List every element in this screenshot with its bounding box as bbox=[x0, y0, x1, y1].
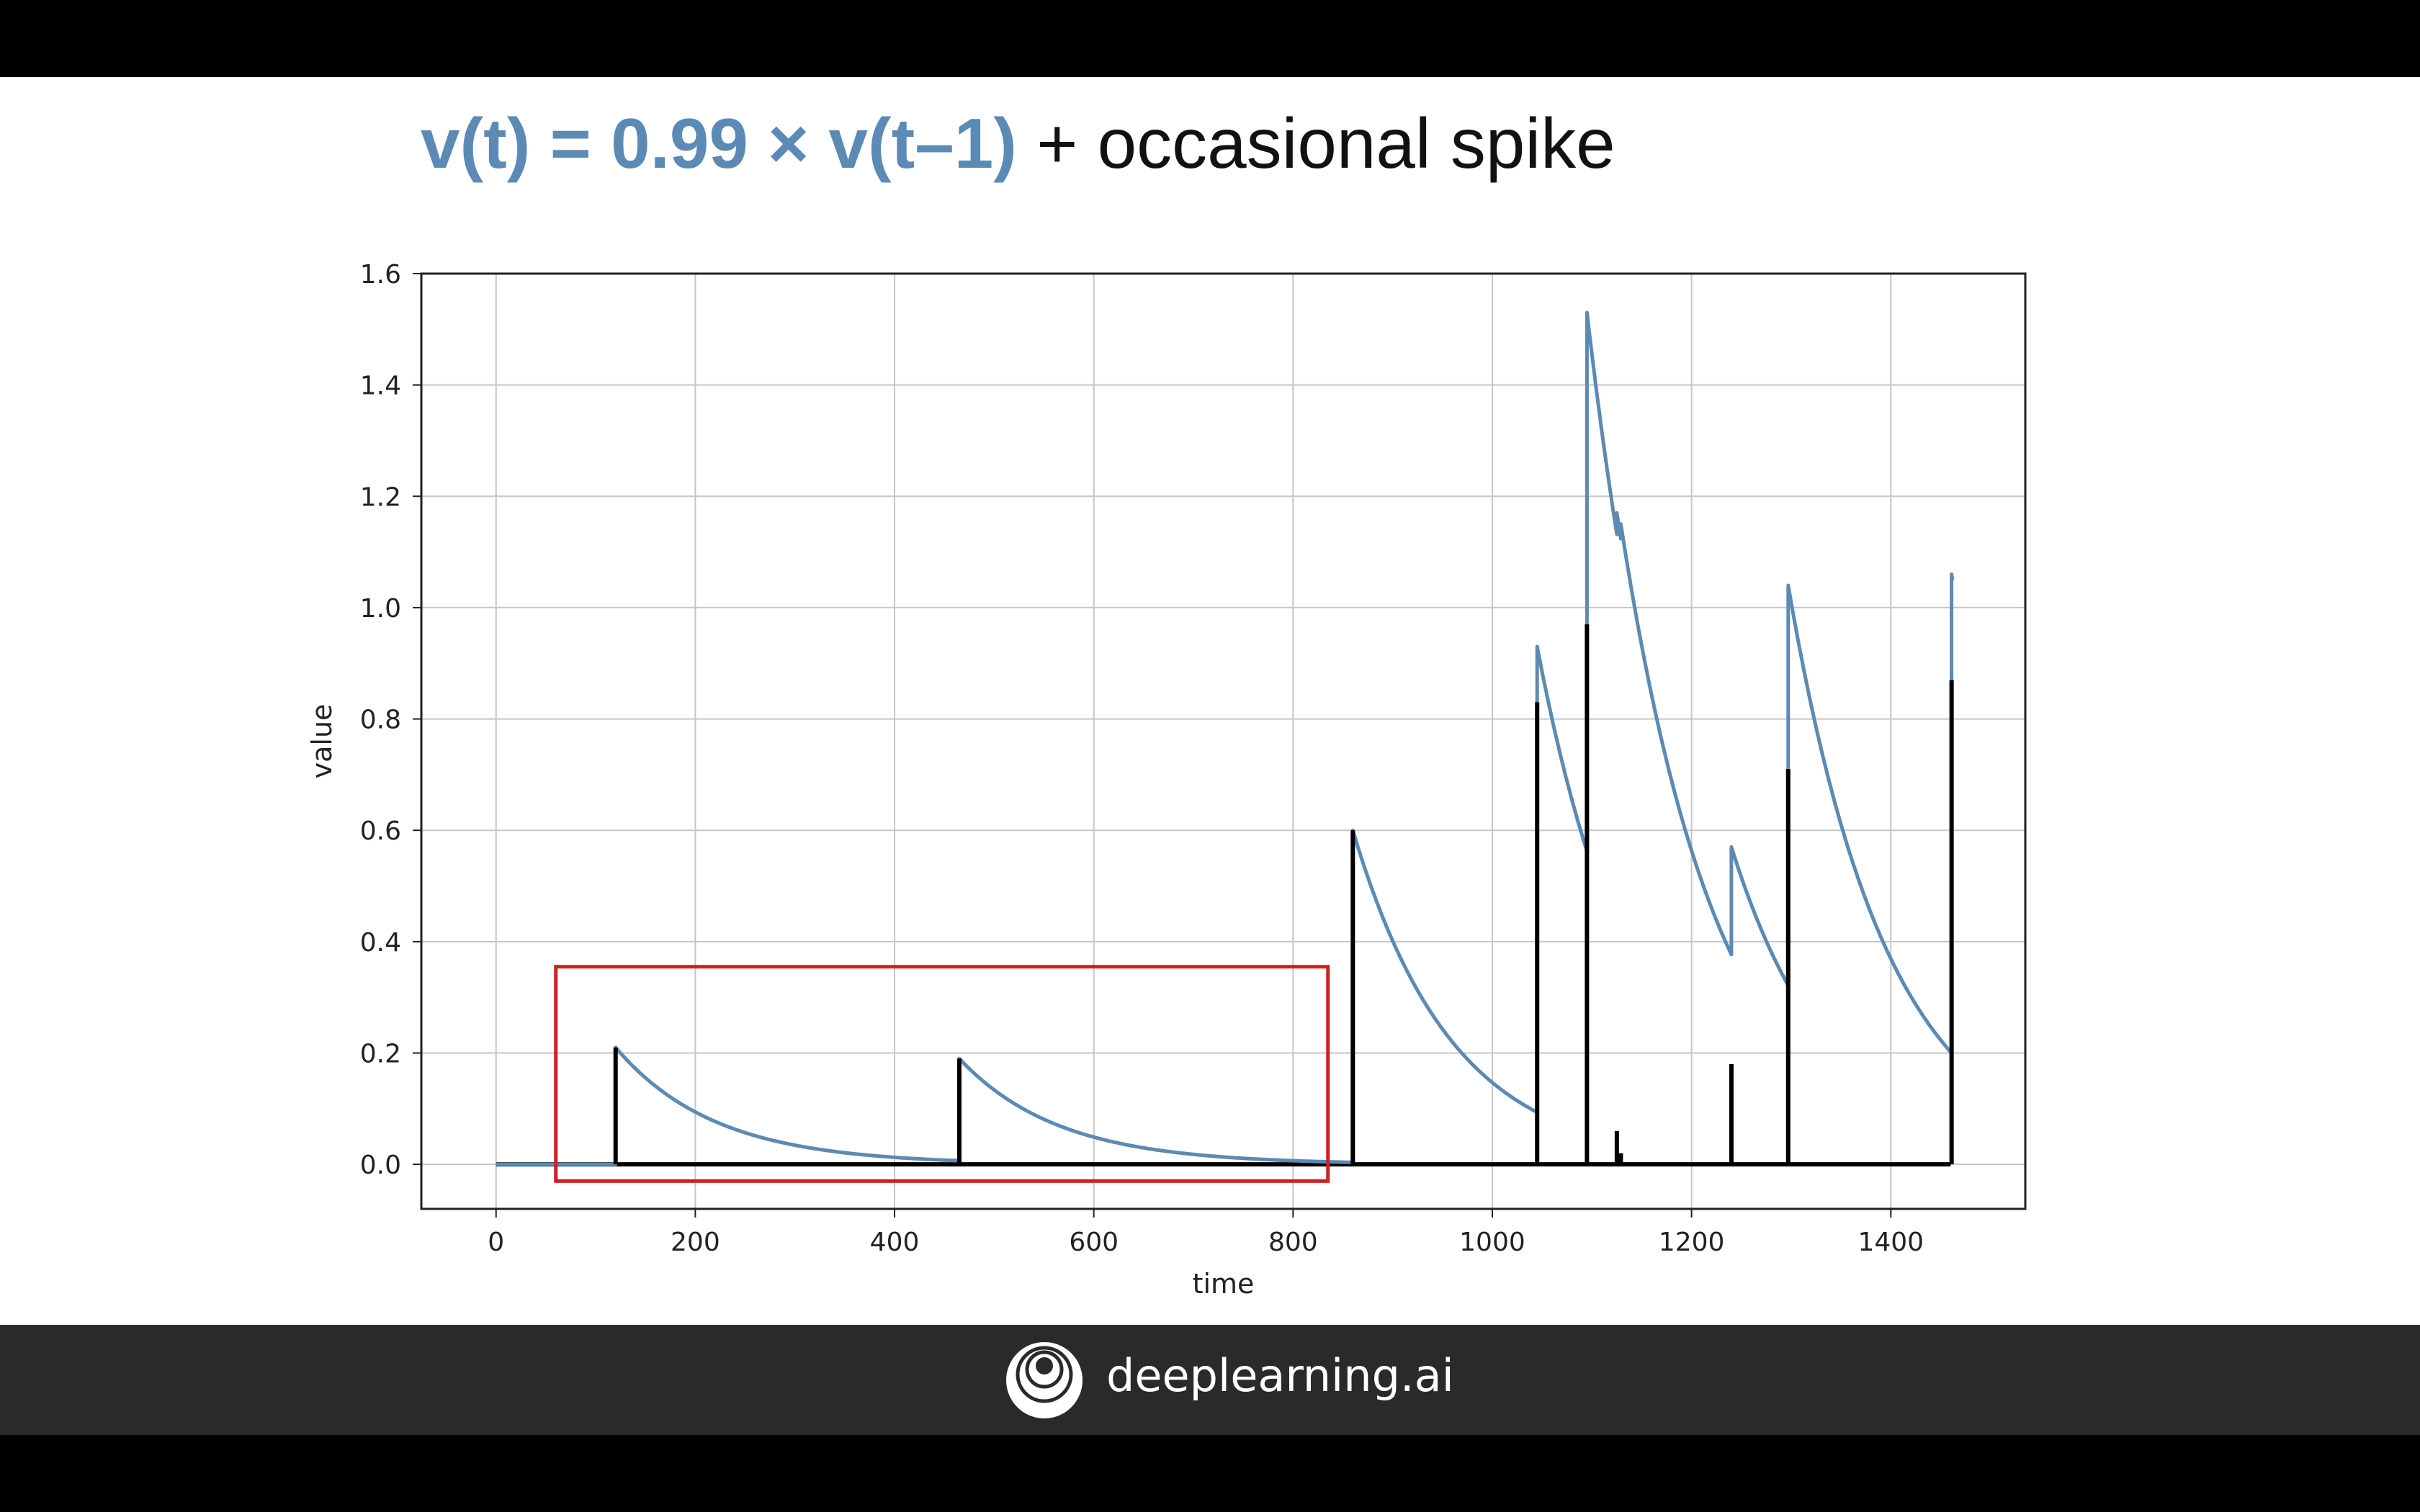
y-tick-label: 0.8 bbox=[360, 706, 401, 735]
x-tick-label: 1000 bbox=[1459, 1228, 1525, 1257]
x-axis-label: time bbox=[1193, 1268, 1255, 1300]
y-tick-label: 1.6 bbox=[360, 260, 401, 289]
x-tick-label: 800 bbox=[1268, 1228, 1318, 1257]
slide-background bbox=[0, 77, 2420, 1325]
y-tick-label: 1.2 bbox=[360, 482, 401, 512]
y-axis-label: value bbox=[306, 704, 338, 779]
tick-labels: 0 200 400 600 800 1000 1200 1400 0.0 0.2 0.4 0.6 0.8… bbox=[360, 260, 1924, 1257]
title-formula: v(t) = 0.99 × v(t–1) bbox=[421, 104, 1017, 183]
y-tick-label: 0.4 bbox=[360, 928, 401, 958]
y-tick-label: 1.0 bbox=[360, 594, 401, 624]
highlight-box bbox=[554, 965, 1330, 1183]
x-tick-label: 1400 bbox=[1857, 1228, 1924, 1257]
brand-name: deeplearning.ai bbox=[1106, 1349, 1454, 1402]
deeplearning-logo-icon bbox=[1006, 1342, 1083, 1418]
y-tick-label: 0.2 bbox=[360, 1040, 401, 1069]
grid bbox=[421, 273, 2025, 1209]
y-tick-label: 1.4 bbox=[360, 372, 401, 401]
decay-curve bbox=[495, 310, 1955, 1166]
x-tick-label: 600 bbox=[1069, 1228, 1119, 1257]
footer-bar bbox=[0, 1325, 2420, 1435]
slide-title: v(t) = 0.99 × v(t–1) + occasional spike bbox=[421, 108, 1615, 179]
x-tick-label: 400 bbox=[870, 1228, 920, 1257]
x-tick-label: 200 bbox=[671, 1228, 720, 1257]
x-tick-label: 1200 bbox=[1659, 1228, 1725, 1257]
y-tick-label: 0.0 bbox=[360, 1151, 401, 1180]
x-tick-label: 0 bbox=[488, 1228, 504, 1257]
plot-frame bbox=[420, 272, 2027, 1210]
title-rest: + occasional spike bbox=[1016, 104, 1615, 183]
series-layer bbox=[495, 310, 1955, 1167]
y-tick-label: 0.6 bbox=[360, 816, 401, 846]
